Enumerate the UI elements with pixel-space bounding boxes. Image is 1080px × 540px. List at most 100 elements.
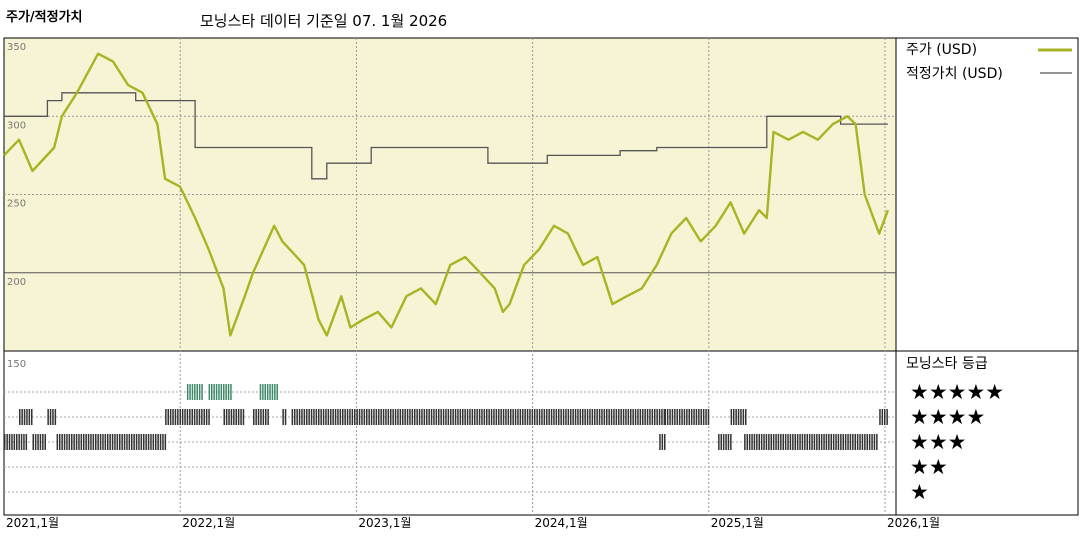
rating-3-mark [102,434,104,450]
rating-4-mark [23,409,26,425]
rating-4-mark [642,409,644,425]
rating-3-mark [730,434,732,450]
rating-3-mark [756,434,758,450]
rating-4-mark [584,409,586,425]
rating-5-mark [220,384,223,400]
rating-3-mark [135,434,138,450]
rating-4-mark [189,409,191,425]
rating-4-mark [356,409,358,425]
rating-4-mark [47,409,49,425]
rating-4-mark [745,409,747,425]
rating-5-stars: ★★★★★ [910,380,1004,404]
rating-4-mark [512,409,514,425]
rating-3-mark [23,434,25,450]
rating-3-mark [56,434,59,450]
rating-3-mark [150,434,152,450]
rating-3-mark [789,434,792,450]
rating-4-mark [651,409,654,425]
rating-5-mark [259,384,262,400]
rating-4-mark [169,409,172,425]
grid-lines [4,38,896,515]
rating-4-mark [414,409,416,425]
rating-4-mark [368,409,370,425]
rating-4-mark [879,409,881,425]
rating-4-mark [320,409,322,425]
rating-4-mark [235,409,237,425]
rating-4-mark [737,409,740,425]
rating-4-mark [690,409,693,425]
rating-4-mark [296,409,298,425]
x-tick-label: 2024,1월 [535,516,588,530]
rating-3-mark [753,434,756,450]
rating-4-mark [488,409,490,425]
rating-3-mark [59,434,61,450]
rating-3-mark [162,434,164,450]
rating-4-mark [426,409,428,425]
rating-4-mark [500,409,502,425]
rating-4-mark [531,409,534,425]
rating-3-mark [63,434,66,450]
rating-4-mark [733,409,735,425]
rating-4-mark [471,409,474,425]
y-tick-label: 350 [7,42,26,53]
rating-4-mark [358,409,361,425]
rating-3-mark [123,434,126,450]
rating-3-mark [159,434,162,450]
rating-3-mark [152,434,155,450]
rating-5-mark [191,384,194,400]
rating-4-mark [430,409,433,425]
rating-3-mark [758,434,760,450]
x-tick-label: 2025,1월 [711,516,764,530]
rating-4-mark [257,409,260,425]
rating-5-mark [271,384,274,400]
rating-4-mark [193,409,196,425]
rating-4-mark [370,409,373,425]
rating-4-mark [603,409,606,425]
rating-3-mark [11,434,13,450]
rating-4-mark [698,409,700,425]
rating-4-mark [562,409,565,425]
rating-4-mark [610,409,613,425]
rating-3-mark [78,434,80,450]
rating-3-mark [71,434,73,450]
rating-3-mark [808,434,811,450]
rating-4-mark [656,409,658,425]
rating-3-mark [840,434,842,450]
rating-4-mark [627,409,630,425]
rating-4-mark [507,409,510,425]
rating-frame [3,350,897,516]
rating-3-mark [131,434,133,450]
rating-4-mark [466,409,469,425]
rating-3-mark [763,434,765,450]
rating-4-mark [625,409,627,425]
rating-4-mark [483,409,486,425]
rating-4-mark [462,409,464,425]
rating-4-mark [267,409,269,425]
rating-3-mark [61,434,63,450]
rating-4-mark [230,409,233,425]
rating-4-mark [620,409,622,425]
rating-3-mark [775,434,777,450]
fair-value-line [4,92,888,180]
rating-3-mark [143,434,145,450]
rating-4-mark [172,409,174,425]
rating-4-mark [332,409,334,425]
rating-4-mark [394,409,397,425]
rating-4-mark [49,409,52,425]
rating-3-mark [799,434,801,450]
rating-4-mark [306,409,308,425]
rating-4-mark [433,409,435,425]
rating-3-mark [92,434,95,450]
rating-5-mark [186,384,189,400]
rating-3-mark [155,434,157,450]
rating-4-mark [558,409,560,425]
rating-3-mark [801,434,804,450]
rating-3-mark [782,434,784,450]
rating-4-mark [702,409,705,425]
rating-4-mark [167,409,169,425]
rating-4-mark [567,409,570,425]
rating-3-mark [727,434,730,450]
legend-price-label: 주가 (USD) [906,42,977,58]
rating-5-mark [276,384,278,400]
rating-3-mark [95,434,97,450]
